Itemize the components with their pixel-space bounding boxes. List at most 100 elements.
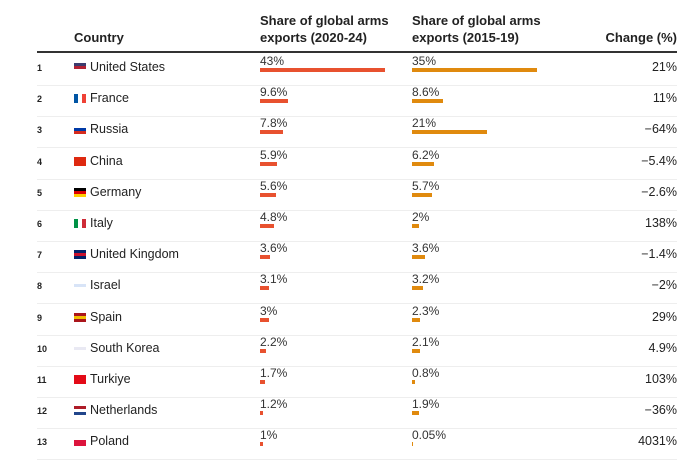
share-2015-19-label: 21% xyxy=(412,116,437,131)
share-2020-24-label: 5.6% xyxy=(260,178,288,193)
share-2015-19-label: 2.3% xyxy=(412,303,440,318)
table-row: 1 United States 43% 35% 21% xyxy=(37,54,677,86)
rank: 10 xyxy=(37,343,48,354)
country-name: South Korea xyxy=(90,340,160,355)
share-2015-19-bar xyxy=(412,255,425,260)
share-2015-19-bar xyxy=(412,99,443,104)
country-name: Spain xyxy=(90,309,122,324)
share-2015-19-label: 3.6% xyxy=(412,241,440,256)
share-2015-19-bar xyxy=(412,317,421,322)
change-value: 4031% xyxy=(638,434,677,449)
share-2015-19-bar xyxy=(412,380,415,384)
flag-icon xyxy=(74,63,86,72)
share-2020-24-label: 3% xyxy=(260,303,278,318)
share-2015-19-bar xyxy=(412,411,419,416)
share-2020-24-bar xyxy=(260,380,265,384)
flag-icon xyxy=(74,250,86,260)
share-2020-24-bar xyxy=(260,317,269,322)
table-row: 4 China 5.9% 6.2% −5.4% xyxy=(37,148,677,180)
share-2015-19-label: 3.2% xyxy=(412,272,440,287)
table-row: 3 Russia 7.8% 21% −64% xyxy=(37,116,677,149)
flag-icon xyxy=(74,219,86,228)
change-value: −36% xyxy=(644,403,677,418)
change-value: −1.4% xyxy=(641,247,677,262)
share-2015-19-label: 35% xyxy=(412,54,437,68)
share-2015-19-bar xyxy=(412,161,435,166)
share-2020-24-bar xyxy=(260,68,385,72)
share-2015-19-bar xyxy=(412,286,424,291)
flag-icon xyxy=(74,94,86,104)
share-2015-19-label: 0.8% xyxy=(412,366,440,380)
share-2015-19-label: 1.9% xyxy=(412,397,440,412)
share-2020-24-label: 5.9% xyxy=(260,147,288,162)
flag-icon xyxy=(74,187,86,197)
change-value: 21% xyxy=(651,60,677,74)
country-name: Turkiye xyxy=(90,372,131,386)
share-2020-24-bar xyxy=(260,161,278,166)
share-2015-19-bar xyxy=(412,130,487,135)
flag-icon xyxy=(74,125,86,135)
share-2015-19-label: 8.6% xyxy=(412,85,440,100)
share-2020-24-bar xyxy=(260,348,267,353)
change-value: −2% xyxy=(651,278,677,293)
flag-icon xyxy=(74,375,86,384)
table-row: 11 Turkiye 1.7% 0.8% 103% xyxy=(37,366,677,398)
rank: 8 xyxy=(37,281,43,292)
share-2020-24-bar xyxy=(260,442,263,447)
rank: 2 xyxy=(37,94,43,105)
flag-icon xyxy=(74,406,86,416)
rank: 12 xyxy=(37,406,48,417)
table-row: 10 South Korea 2.2% 2.1% 4.9% xyxy=(37,335,677,367)
rank: 5 xyxy=(37,187,43,198)
country-name: Italy xyxy=(90,216,113,230)
country-name: Netherlands xyxy=(90,403,158,418)
table-row: 7 United Kingdom 3.6% 3.6% −1.4% xyxy=(37,241,677,274)
share-2020-24-label: 3.1% xyxy=(260,272,288,287)
table-row: 12 Netherlands 1.2% 1.9% −36% xyxy=(37,397,677,430)
country-name: United States xyxy=(90,60,166,74)
header-country: Country xyxy=(74,30,124,45)
header-share-2015-19: Share of global arms exports (2015-19) xyxy=(412,13,541,45)
change-value: 138% xyxy=(645,216,677,230)
country-name: Israel xyxy=(90,278,121,293)
share-2020-24-label: 43% xyxy=(260,54,285,68)
share-2020-24-label: 1.7% xyxy=(260,366,288,380)
share-2015-19-bar xyxy=(412,68,537,72)
rank: 13 xyxy=(37,437,48,448)
share-2020-24-label: 3.6% xyxy=(260,241,288,256)
country-name: United Kingdom xyxy=(90,247,179,262)
country-name: Russia xyxy=(90,122,129,137)
rank: 3 xyxy=(37,125,43,136)
share-2020-24-label: 9.6% xyxy=(260,85,288,100)
flag-icon xyxy=(74,156,86,166)
header-share-2020-24: Share of global arms exports (2020-24) xyxy=(260,13,389,45)
flag-icon xyxy=(74,437,86,447)
header-change: Change (%) xyxy=(605,30,678,45)
table-row: 2 France 9.6% 8.6% 11% xyxy=(37,85,677,118)
share-2020-24-bar xyxy=(260,255,271,260)
share-2015-19-bar xyxy=(412,442,413,447)
table-row: 13 Poland 1% 0.05% 4031% xyxy=(37,428,677,460)
rank: 4 xyxy=(37,156,43,167)
change-value: 103% xyxy=(645,372,677,386)
country-name: Germany xyxy=(90,184,142,199)
share-2020-24-bar xyxy=(260,411,264,416)
share-2020-24-bar xyxy=(260,286,269,291)
rank: 9 xyxy=(37,312,43,323)
rank: 1 xyxy=(37,63,43,73)
flag-icon xyxy=(74,281,86,291)
share-2015-19-label: 5.7% xyxy=(412,178,440,193)
share-2015-19-bar xyxy=(412,224,420,228)
share-2015-19-label: 2% xyxy=(412,210,430,224)
share-2020-24-bar xyxy=(260,130,283,135)
table-row: 5 Germany 5.6% 5.7% −2.6% xyxy=(37,179,677,211)
country-name: Poland xyxy=(90,434,129,449)
share-2020-24-bar xyxy=(260,224,274,228)
rank: 11 xyxy=(37,375,47,385)
change-value: 11% xyxy=(652,91,677,106)
share-2015-19-bar xyxy=(412,348,420,353)
share-2020-24-label: 1% xyxy=(260,428,278,443)
share-2020-24-label: 1.2% xyxy=(260,397,288,412)
change-value: −64% xyxy=(644,122,677,137)
change-value: 4.9% xyxy=(648,340,678,355)
